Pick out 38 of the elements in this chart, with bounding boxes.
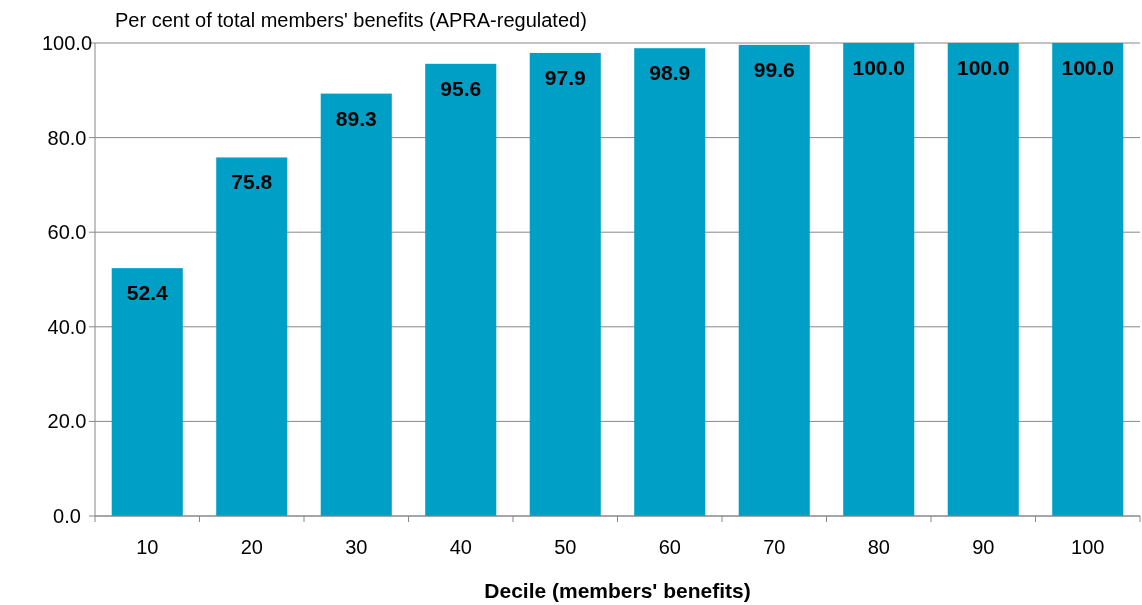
bar <box>425 63 497 516</box>
bar <box>216 157 288 516</box>
y-tick-label: 80.0 <box>47 126 87 149</box>
data-label: 99.6 <box>753 57 795 81</box>
bar <box>111 268 183 516</box>
data-label: 97.9 <box>544 65 586 89</box>
bar <box>843 43 915 516</box>
y-tick-label: 0.0 <box>53 505 81 527</box>
x-tick-label: 40 <box>449 536 472 558</box>
y-tick-label: 40.0 <box>47 315 87 338</box>
y-tick-label: 100.0 <box>41 32 93 54</box>
bar <box>634 48 706 516</box>
bar <box>947 43 1019 516</box>
x-tick-label: 60 <box>658 536 681 558</box>
x-tick-label: 10 <box>136 536 159 558</box>
data-label: 89.3 <box>335 106 377 130</box>
y-tick-label: 20.0 <box>47 410 87 433</box>
x-tick-label: 20 <box>240 536 263 558</box>
x-tick-label: 30 <box>345 536 368 558</box>
data-label: 100.0 <box>956 56 1010 79</box>
bar <box>738 44 810 516</box>
x-tick-label: 50 <box>554 536 577 558</box>
x-tick-label: 80 <box>867 536 890 558</box>
y-axis-title: Per cent of total members' benefits (APRA-regulated) <box>115 9 587 31</box>
bar <box>1052 43 1124 516</box>
x-tick-label: 90 <box>972 536 995 558</box>
y-tick-label: 60.0 <box>47 221 87 244</box>
x-axis-title: Decile (members' benefits) <box>484 579 751 602</box>
data-label: 75.8 <box>231 170 273 194</box>
bar <box>320 93 392 516</box>
x-tick-label: 100 <box>1071 536 1105 558</box>
data-label: 52.4 <box>126 281 169 305</box>
data-label: 100.0 <box>1061 56 1115 79</box>
data-label: 98.9 <box>649 61 691 85</box>
bar <box>529 52 601 516</box>
data-label: 100.0 <box>852 56 906 79</box>
x-tick-label: 70 <box>763 536 786 558</box>
data-label: 95.6 <box>440 76 482 100</box>
